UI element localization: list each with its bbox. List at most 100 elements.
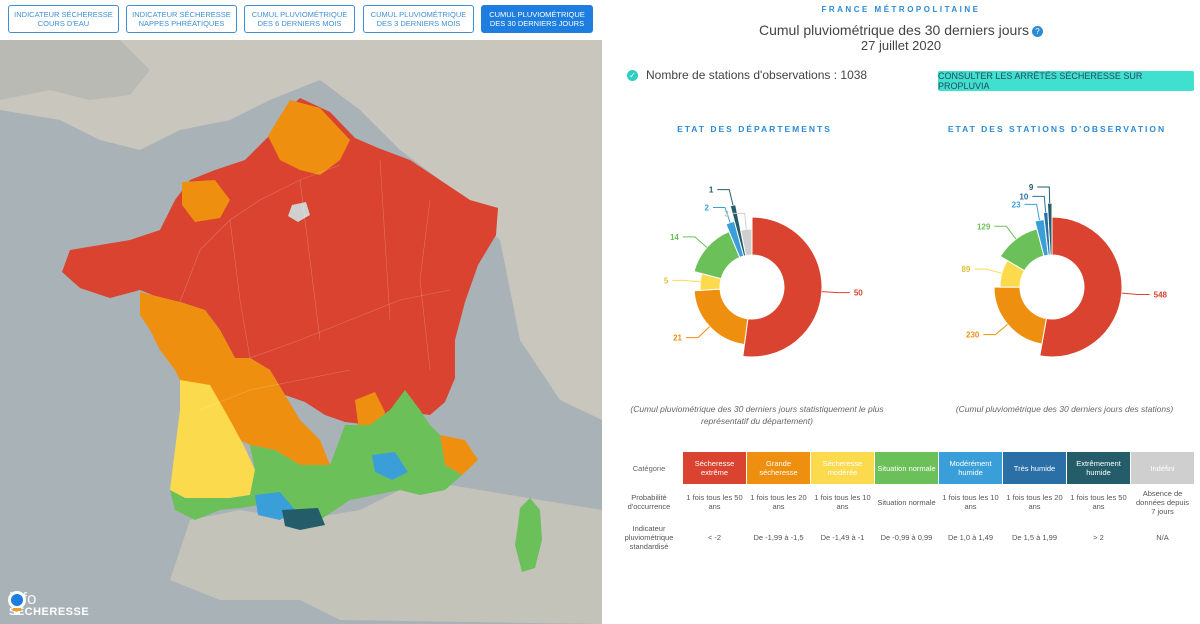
legend-prob-cell: Absence de données depuis 7 jours <box>1136 488 1189 516</box>
legend-prob-cell: 1 fois tous les 20 ans <box>750 493 807 511</box>
donut-label-line <box>974 268 1002 274</box>
legend-prob-row: Probabilité d'occurrence 1 fois tous les… <box>616 484 1194 520</box>
donut-data-label: 50 <box>854 289 863 298</box>
chart-title-stations: ETAT DES STATIONS D'OBSERVATION <box>947 124 1167 134</box>
donut-data-label: 10 <box>1019 192 1028 201</box>
donut-slice[interactable] <box>1046 202 1053 256</box>
map-canvas <box>0 40 602 624</box>
legend-indicator-cell: > 2 <box>1093 532 1104 542</box>
info-secheresse-logo: info SÉCHERESSE <box>6 590 89 618</box>
donut-label-line <box>717 189 734 206</box>
map-zone-grande-ouest <box>140 292 330 465</box>
legend-prob-cell: 1 fois tous les 50 ans <box>686 493 743 511</box>
donut-data-label: 548 <box>1154 291 1168 300</box>
legend-prob-cell: Situation normale <box>877 497 936 507</box>
donut-label-line <box>1024 203 1041 221</box>
page-title: Cumul pluviométrique des 30 derniers jou… <box>602 22 1200 38</box>
donut-label-line <box>732 212 747 230</box>
page-date: 27 juillet 2020 <box>860 38 942 53</box>
donut-label-line <box>821 291 850 294</box>
donut-label-line <box>1032 195 1047 213</box>
legend-cat-mod-humide: Modérément humide <box>939 452 1002 484</box>
donut-label-line <box>682 236 708 248</box>
caption-stations: (Cumul pluviométrique des 30 derniers jo… <box>955 404 1174 414</box>
donut-label-line <box>983 323 1008 336</box>
legend-indicator-cell: De 1,5 à 1,99 <box>1011 532 1058 542</box>
tab-nappes-phreatiques[interactable]: INDICATEUR SÉCHERESSE NAPPES PHRÉATIQUES <box>126 5 237 33</box>
water-drop-bulb-icon <box>8 591 26 615</box>
legend-prob-cell: 1 fois tous les 10 ans <box>942 493 999 511</box>
legend-cat-indefini: Indéfini <box>1131 452 1194 484</box>
donut-data-label: 21 <box>673 334 682 343</box>
donut-slice[interactable] <box>993 286 1047 345</box>
stations-count: ✓ Nombre de stations d'observations : 10… <box>627 68 867 82</box>
legend-cat-moderee: Sécheresse modérée <box>811 452 874 484</box>
legend-indicator-label: Indicateur pluviométrique standardisé <box>624 523 674 551</box>
donut-data-label: 9 <box>1029 183 1034 192</box>
map-zone-normale <box>170 390 462 520</box>
map-zone-grande-sud-est <box>440 435 478 475</box>
legend-table: Catégorie Sécheresse extrême Grande séch… <box>616 452 1194 554</box>
tab-6-derniers-mois[interactable]: CUMUL PLUVIOMÉTRIQUE DES 6 DERNIERS MOIS <box>244 5 355 33</box>
caption-departements: (Cumul pluviométrique des 30 derniers jo… <box>630 404 884 426</box>
donut-slice[interactable] <box>742 216 823 358</box>
donut-data-label: 230 <box>966 331 980 340</box>
legend-cat-extr-humide: Extrêmement humide <box>1067 452 1130 484</box>
legend-prob-cell: 1 fois tous les 10 ans <box>814 493 871 511</box>
donut-data-label: 2 <box>705 203 710 212</box>
legend-indicator-cell: < -2 <box>707 532 722 542</box>
donut-slice[interactable] <box>740 228 753 257</box>
donut-label-line <box>712 206 731 223</box>
map-zone-extreme <box>62 98 498 425</box>
legend-header-row: Catégorie Sécheresse extrême Grande séch… <box>616 452 1194 484</box>
map-zone-moderee <box>170 380 255 500</box>
map-zone-grande-normandie <box>182 180 230 222</box>
legend-indicator-cell: De 1,0 à 1,49 <box>947 532 994 542</box>
indicator-tabs: INDICATEUR SÉCHERESSE COURS D'EAU INDICA… <box>0 0 602 40</box>
legend-indicator-cell: De -1,99 à -1,5 <box>753 532 804 542</box>
donut-data-label: 89 <box>961 265 970 274</box>
legend-cat-grande: Grande sécheresse <box>747 452 810 484</box>
legend-cat-extreme: Sécheresse extrême <box>683 452 746 484</box>
propluvia-button[interactable]: CONSULTER LES ARRÊTÉS SÉCHERESSE SUR PRO… <box>938 71 1194 91</box>
brand-secheresse-text: SÉCHERESSE <box>9 606 90 618</box>
legend-indicator-row: Indicateur pluviométrique standardisé < … <box>616 520 1194 554</box>
uk-land <box>0 40 150 100</box>
drought-map[interactable]: info SÉCHERESSE <box>0 40 602 624</box>
donut-slice[interactable] <box>693 288 749 346</box>
help-icon[interactable]: ? <box>1032 26 1044 37</box>
check-circle-icon: ✓ <box>627 69 638 81</box>
legend-indicator-cell: N/A <box>1156 532 1169 542</box>
tab-cours-d-eau[interactable]: INDICATEUR SÉCHERESSE COURS D'EAU <box>8 5 119 33</box>
map-zone-grande-nord <box>268 100 350 175</box>
donut-data-label: 1 <box>709 186 714 195</box>
map-zone-indefini <box>288 202 310 222</box>
legend-prob-cell: 1 fois tous les 50 ans <box>1070 493 1127 511</box>
legend-category-label: Catégorie <box>632 463 666 473</box>
page-title-text: Cumul pluviométrique des 30 derniers jou… <box>758 22 1030 38</box>
donut-data-label: 5 <box>664 276 669 285</box>
map-zone-mod-humide-2 <box>372 452 408 480</box>
map-zone-extr-humide <box>282 508 325 530</box>
legend-indicator-cell: De -0,99 à 0,99 <box>880 532 933 542</box>
stations-count-text: Nombre de stations d'observations : 1038 <box>646 68 868 82</box>
neighbour-land-north <box>0 40 602 420</box>
legend-indicator-cell: De -1,49 à -1 <box>820 532 865 542</box>
donut-label-line <box>672 279 701 283</box>
region-label: FRANCE MÉTROPOLITAINE <box>821 5 981 14</box>
donut-data-label: 3 <box>724 209 729 218</box>
donut-data-label: 129 <box>977 222 991 231</box>
donut-label-line <box>1121 292 1150 296</box>
legend-prob-cell: 1 fois tous les 20 ans <box>1006 493 1063 511</box>
tab-30-derniers-jours[interactable]: CUMUL PLUVIOMÉTRIQUE DES 30 DERNIERS JOU… <box>481 5 593 33</box>
donut-slice[interactable] <box>1039 216 1123 358</box>
map-corsica <box>515 498 542 572</box>
legend-cat-tres-humide: Très humide <box>1003 452 1066 484</box>
legend-prob-label: Probabilité d'occurrence <box>627 493 671 511</box>
stats-panel: FRANCE MÉTROPOLITAINE Cumul pluviométriq… <box>602 0 1200 624</box>
tab-3-derniers-mois[interactable]: CUMUL PLUVIOMÉTRIQUE DES 3 DERNIERS MOIS <box>363 5 474 33</box>
